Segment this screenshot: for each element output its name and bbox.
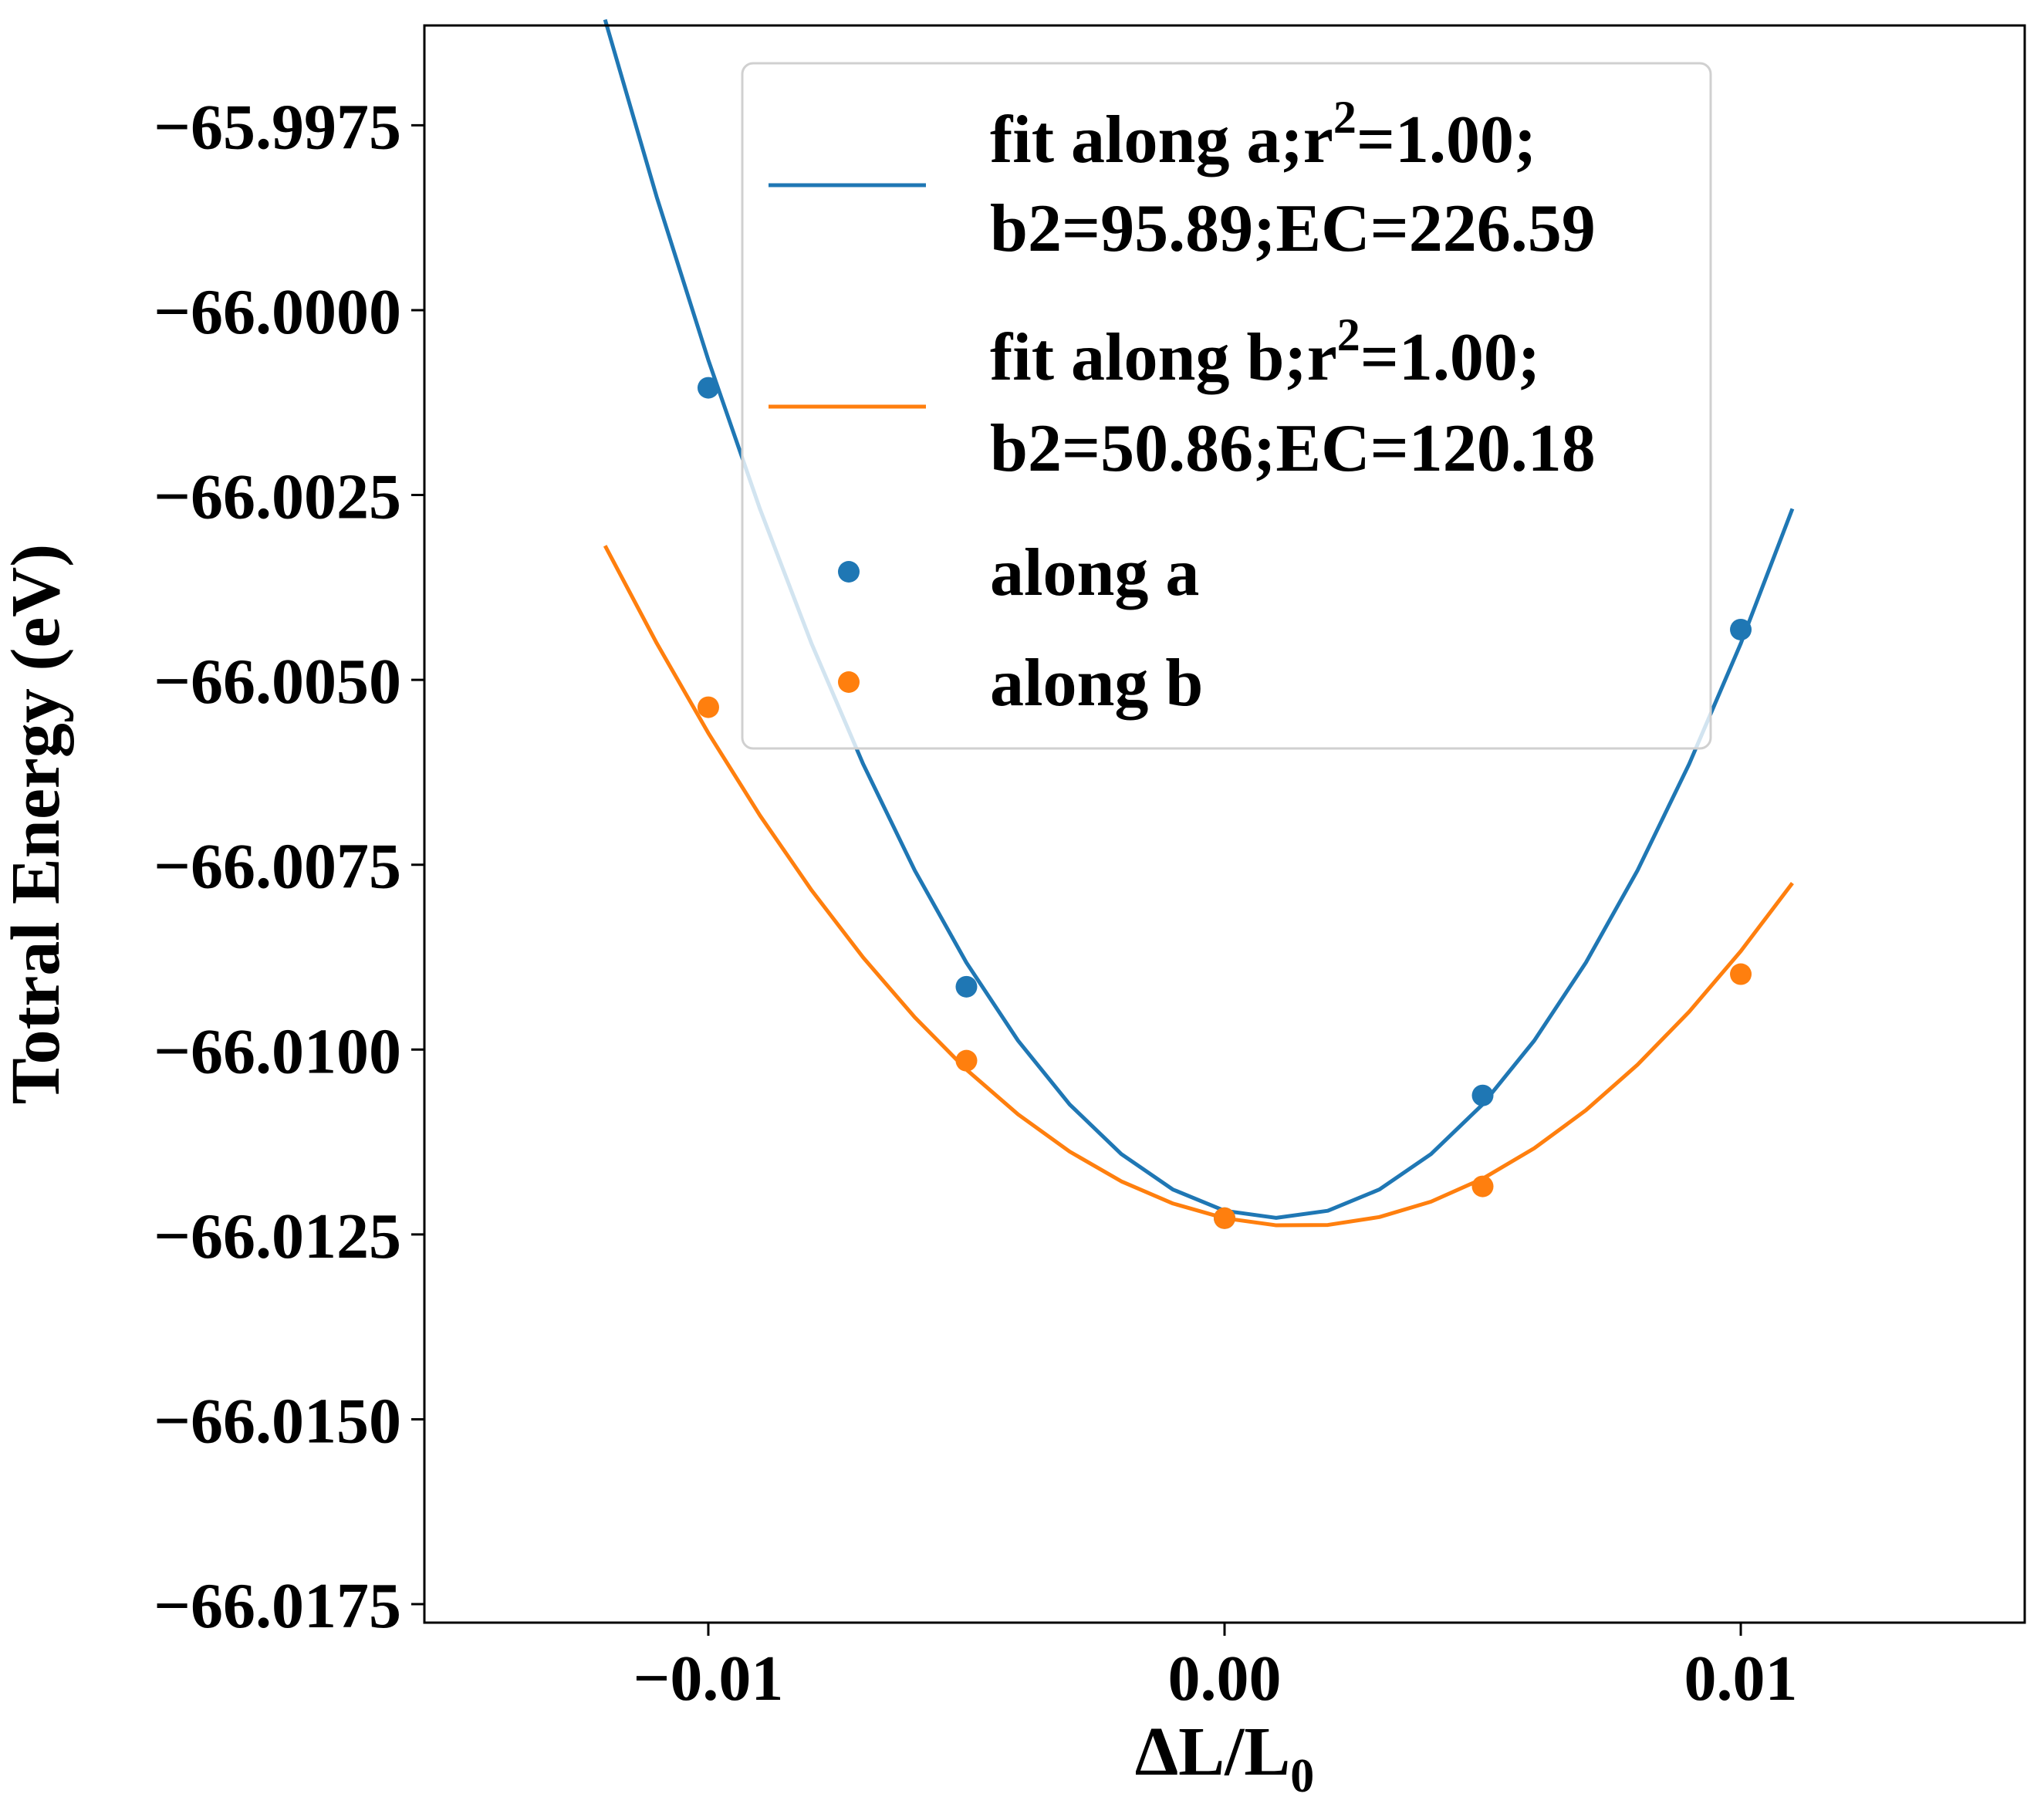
- data-point: [1214, 1207, 1235, 1229]
- legend-label-superscript: 2: [1337, 309, 1360, 360]
- x-tick-label: 0.00: [1168, 1643, 1282, 1714]
- legend: fit along a;r2=1.00;b2=95.89;EC=226.59fi…: [741, 62, 1712, 750]
- legend-label-superscript: 2: [1333, 92, 1356, 143]
- legend-label-line2: b2=95.89;EC=226.59: [990, 191, 1596, 266]
- y-tick-label: −66.0100: [154, 1015, 401, 1087]
- x-axis-label-main: ΔL/L: [1135, 1714, 1291, 1790]
- data-point: [1471, 1084, 1494, 1106]
- series-line-1: [603, 545, 1794, 1228]
- x-axis-label: ΔL/L0: [1135, 1714, 1315, 1802]
- data-point: [955, 975, 978, 998]
- y-tick-label: −66.0125: [154, 1201, 401, 1272]
- data-point: [1730, 963, 1752, 985]
- legend-label: fit along b;r2=1.00;: [990, 309, 1540, 395]
- y-tick-label: −66.0050: [154, 646, 401, 718]
- data-point: [1730, 618, 1752, 640]
- data-point: [955, 1049, 978, 1072]
- legend-label-text: fit along a;r: [990, 103, 1333, 177]
- legend-box: [741, 62, 1712, 750]
- x-tick-label: −0.01: [633, 1643, 784, 1714]
- x-tick-label: 0.01: [1684, 1643, 1798, 1714]
- legend-label: along b: [990, 646, 1203, 721]
- y-tick-label: −65.9975: [154, 91, 401, 163]
- x-axis-label-subscript: 0: [1290, 1750, 1314, 1802]
- data-point: [1471, 1175, 1494, 1198]
- legend-label-line2: b2=50.86;EC=120.18: [990, 411, 1596, 486]
- y-tick-label: −66.0025: [154, 461, 401, 533]
- legend-label: along a: [990, 535, 1199, 610]
- legend-label-text: =1.00;: [1356, 103, 1536, 177]
- legend-dot-swatch: [838, 561, 860, 583]
- axes-layer: −65.9975 −66.0000 −66.0025 −66.0050 −66.0075…: [154, 91, 1797, 1714]
- legend-label-text: fit along b;r: [990, 320, 1337, 395]
- data-point: [697, 696, 719, 718]
- data-point: [697, 377, 719, 399]
- legend-label-text: =1.00;: [1360, 320, 1540, 395]
- y-axis-label: Totral Energy (eV): [0, 544, 74, 1105]
- legend-dot-swatch: [838, 671, 860, 693]
- y-tick-label: −66.0150: [154, 1385, 401, 1457]
- y-tick-label: −66.0175: [154, 1570, 401, 1642]
- y-tick-label: −66.0000: [154, 276, 401, 348]
- y-tick-label: −66.0075: [154, 831, 401, 903]
- legend-label: fit along a;r2=1.00;: [990, 92, 1536, 177]
